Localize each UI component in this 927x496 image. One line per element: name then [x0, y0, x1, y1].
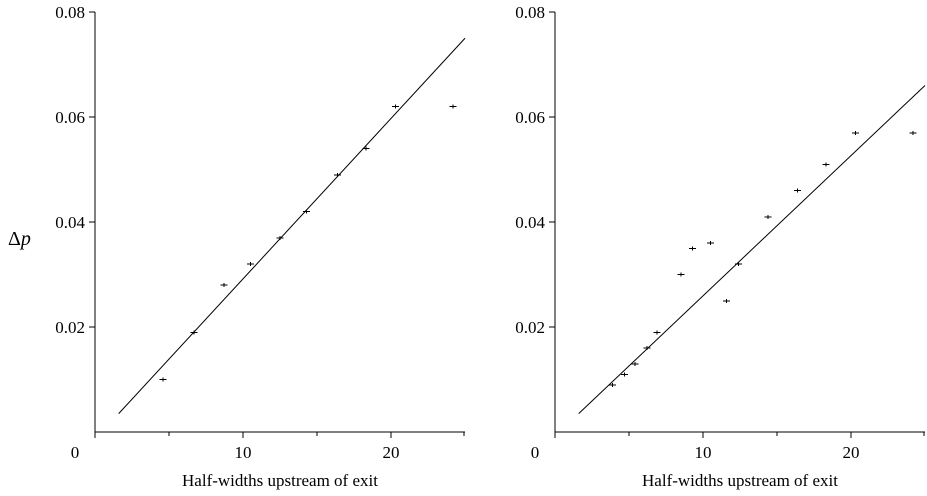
- data-point: [822, 162, 830, 167]
- left-panel: 0.02 0.04 0.06 0.08 0 10 20 Half-widths upstrea…: [55, 3, 466, 490]
- data-point: [220, 283, 228, 287]
- x-axis-title: Half-widths upstream of exit: [182, 471, 378, 490]
- x-tick-label: 0: [71, 443, 80, 462]
- fit-line: [118, 37, 466, 414]
- y-tick-label: 0.08: [55, 3, 85, 22]
- data-point: [609, 382, 617, 387]
- data-point: [677, 272, 685, 277]
- data-point: [909, 130, 917, 135]
- fit-line: [578, 85, 926, 414]
- x-tick-label: 20: [383, 443, 400, 462]
- y-axis-label: Δp: [8, 228, 31, 250]
- y-tick-label: 0.04: [55, 213, 85, 232]
- x-tick-label: 10: [695, 443, 712, 462]
- y-axis-label-delta: Δ: [8, 228, 21, 250]
- right-panel: 0.02 0.04 0.06 0.08 0 10 20 Half-widths upstrea…: [515, 3, 926, 490]
- y-tick-label: 0.06: [515, 108, 545, 127]
- data-point: [653, 330, 661, 335]
- data-point: [391, 104, 399, 109]
- data-point: [794, 188, 802, 193]
- data-point: [706, 241, 714, 245]
- data-point: [689, 246, 697, 251]
- y-tick-label: 0.04: [515, 213, 545, 232]
- x-tick-label: 10: [235, 443, 252, 462]
- data-point: [449, 104, 457, 109]
- data-point: [621, 372, 629, 377]
- data-point: [246, 262, 254, 266]
- y-tick-label: 0.06: [55, 108, 85, 127]
- data-point: [159, 377, 167, 382]
- y-tick-label: 0.02: [515, 318, 545, 337]
- y-tick-label: 0.02: [55, 318, 85, 337]
- data-point: [764, 214, 772, 219]
- x-tick-label: 20: [843, 443, 860, 462]
- x-tick-label: 0: [531, 443, 540, 462]
- data-point: [723, 298, 731, 303]
- data-point: [851, 130, 859, 135]
- y-tick-label: 0.08: [515, 3, 545, 22]
- x-axis-title: Half-widths upstream of exit: [642, 471, 838, 490]
- data-point: [631, 361, 639, 366]
- y-axis-label-variable: p: [19, 228, 31, 250]
